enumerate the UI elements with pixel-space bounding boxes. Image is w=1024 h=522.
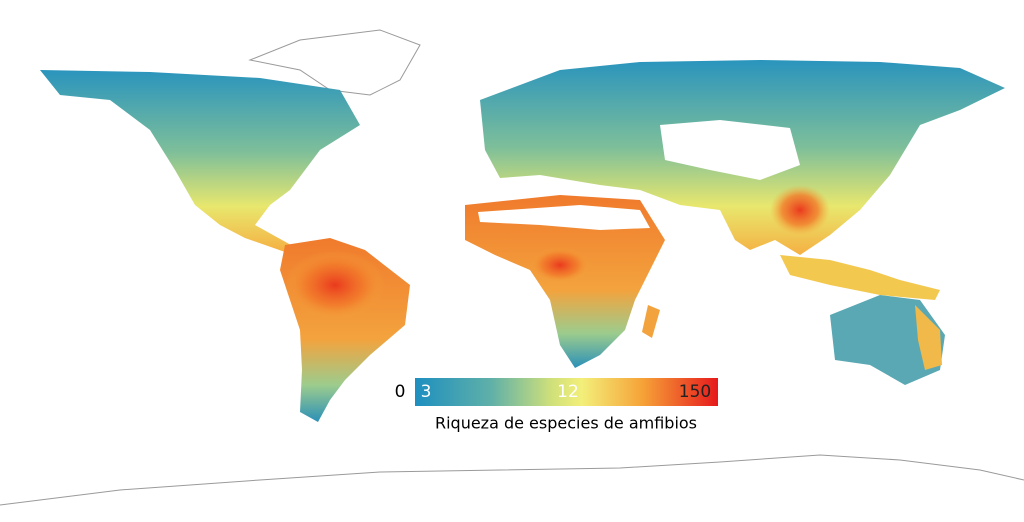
indonesia (780, 255, 940, 300)
australia-east (915, 305, 942, 370)
amazon-hotspot (285, 250, 385, 320)
antarctica-outline (0, 454, 1024, 506)
central-asia-gap (660, 120, 800, 180)
legend-tick: 150 (679, 382, 711, 402)
legend-tick: 0 (395, 382, 406, 402)
madagascar (642, 305, 660, 338)
se-asia-hotspot (770, 185, 830, 235)
colorbar (415, 378, 718, 406)
north-america (40, 70, 360, 252)
legend-title: Riqueza de especies de amfibios (435, 414, 697, 433)
africa-hotspot (530, 247, 590, 283)
legend-tick: 12 (557, 382, 579, 402)
greenland-outline (248, 29, 421, 96)
sahara (478, 205, 650, 230)
legend-tick: 3 (421, 382, 432, 402)
